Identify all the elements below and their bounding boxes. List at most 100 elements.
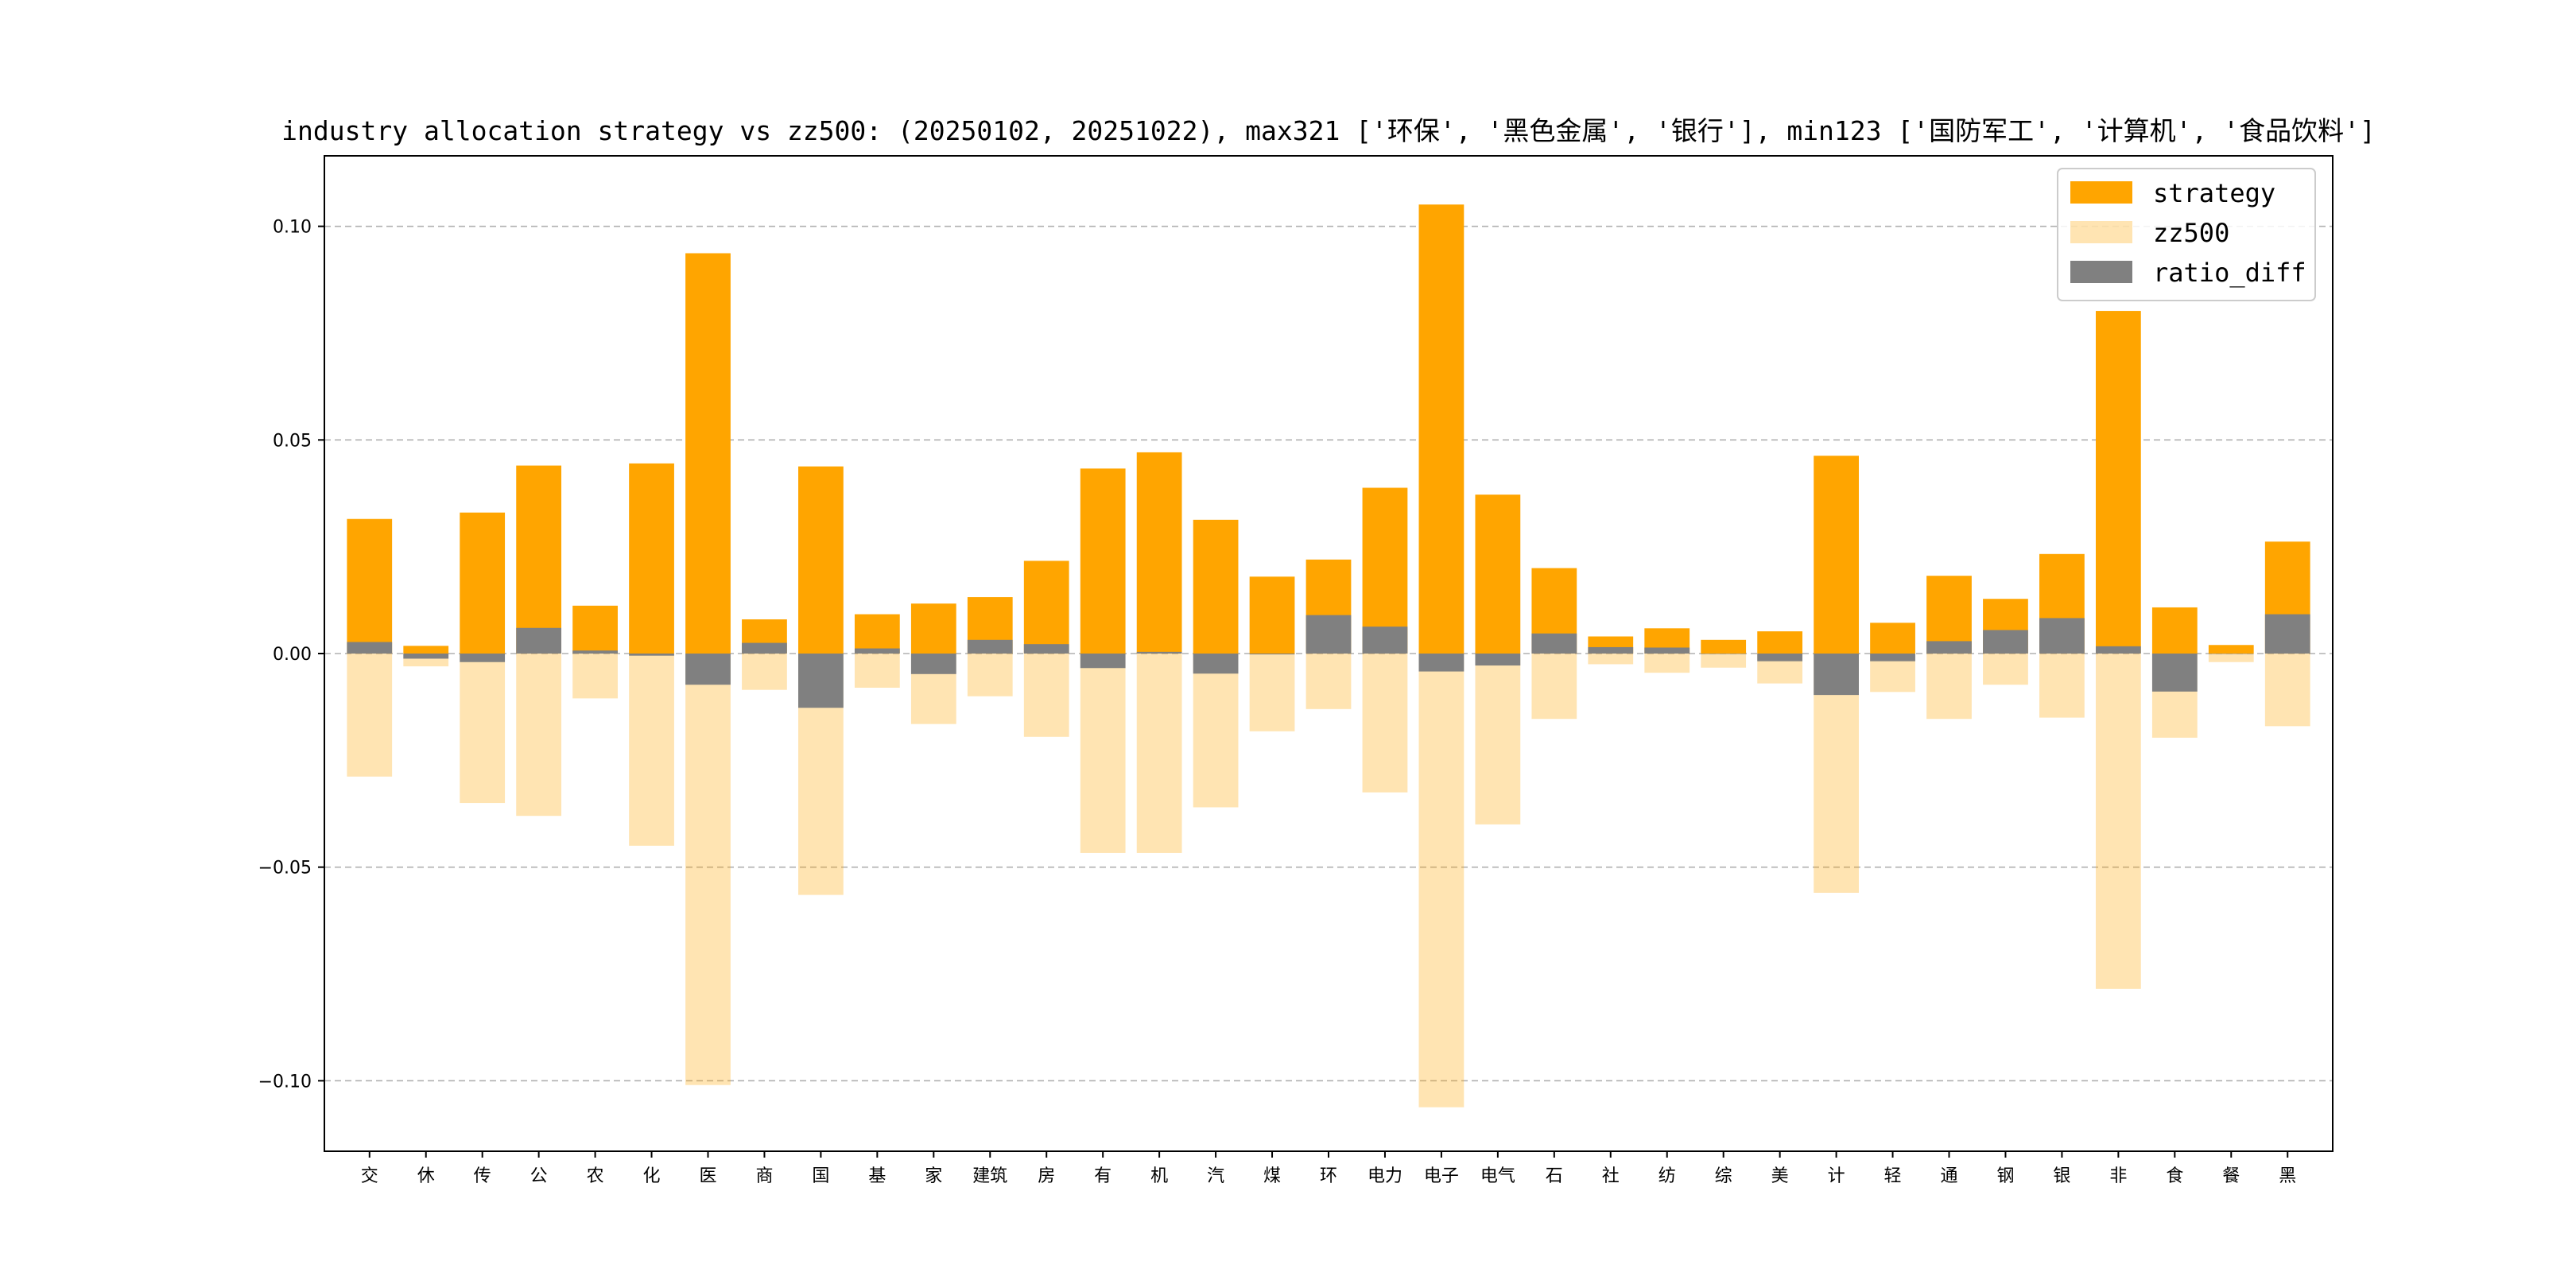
legend-label: strategy [2153, 178, 2275, 208]
x-tick-label: 社 [1602, 1166, 1620, 1186]
x-tick-label: 农 [587, 1166, 604, 1186]
bar-strategy [1475, 495, 1521, 654]
x-tick-label: 房 [1038, 1166, 1055, 1186]
x-tick-label: 通 [1940, 1166, 1957, 1186]
bar-ratio_diff [516, 627, 562, 654]
bar-strategy [1814, 456, 1859, 654]
bar-ratio_diff [1814, 654, 1859, 696]
bar-zz500 [460, 654, 506, 804]
bar-strategy [2208, 645, 2254, 654]
bar-strategy [1193, 519, 1239, 654]
x-tick-label: 煤 [1263, 1166, 1281, 1186]
bar-zz500 [1418, 654, 1465, 1108]
bar-ratio_diff [1023, 644, 1069, 654]
bar-zz500 [347, 654, 393, 777]
bar-zz500 [2264, 654, 2310, 727]
bar-zz500 [629, 654, 674, 846]
x-tick-label: 基 [868, 1166, 886, 1186]
bar-ratio_diff [403, 654, 449, 659]
bar-ratio_diff [460, 654, 506, 662]
bar-ratio_diff [854, 648, 900, 654]
legend-swatch [2070, 261, 2132, 283]
x-tick-label: 美 [1771, 1166, 1789, 1186]
x-tick-label: 环 [1320, 1166, 1337, 1186]
legend-label: zz500 [2153, 218, 2229, 248]
bar-ratio_diff [1136, 651, 1182, 654]
bar-zz500 [1136, 654, 1182, 853]
bar-ratio_diff [967, 639, 1013, 654]
bar-ratio_diff [1418, 654, 1465, 672]
bar-ratio_diff [1926, 641, 1972, 654]
x-tick-label: 化 [643, 1166, 661, 1186]
bar-zz500 [1701, 654, 1747, 668]
x-tick-label: 综 [1715, 1166, 1732, 1186]
bar-strategy [1249, 576, 1295, 654]
bar-ratio_diff [2095, 646, 2141, 654]
x-tick-label: 银 [2053, 1166, 2070, 1186]
x-tick-label: 休 [417, 1166, 435, 1186]
bar-zz500 [1305, 654, 1352, 709]
x-tick-label: 公 [530, 1166, 548, 1186]
bar-strategy [403, 646, 449, 654]
bar-ratio_diff [1757, 654, 1803, 661]
bar-zz500 [1249, 654, 1295, 731]
x-tick-label: 轻 [1884, 1166, 1902, 1186]
x-tick-label: 食 [2166, 1166, 2183, 1186]
legend-label: ratio_diff [2153, 258, 2306, 288]
bar-ratio_diff [572, 650, 618, 654]
bar-ratio_diff [347, 642, 393, 654]
y-axis: 0.10 0.05 0.00 −0.05 −0.10 [258, 218, 324, 1092]
x-tick-label: 医 [699, 1166, 716, 1186]
bar-strategy [1926, 576, 1972, 654]
bar-strategy [572, 605, 618, 654]
y-tick-label: 0.00 [273, 645, 312, 665]
bar-ratio_diff [629, 654, 674, 656]
legend: strategy zz500 ratio_diff [2057, 168, 2316, 301]
bar-zz500 [1644, 654, 1690, 673]
x-tick-label: 电力 [1368, 1166, 1402, 1186]
bar-zz500 [516, 654, 562, 817]
bar-zz500 [967, 654, 1013, 696]
bar-strategy [2095, 311, 2141, 654]
bar-strategy [910, 603, 956, 654]
bar-zz500 [1362, 654, 1408, 793]
bar-ratio_diff [1588, 646, 1634, 654]
bar-ratio_diff [1475, 654, 1521, 666]
bar-strategy [1757, 631, 1803, 654]
x-tick-label: 汽 [1207, 1166, 1224, 1186]
bar-zz500 [1531, 654, 1577, 720]
x-tick-label: 建筑 [972, 1166, 1007, 1186]
bar-strategy [1080, 468, 1126, 654]
bar-zz500 [572, 654, 618, 699]
bar-strategy [854, 614, 900, 654]
x-tick-label: 家 [925, 1166, 942, 1186]
x-tick-label: 钢 [1996, 1166, 2014, 1186]
bar-strategy [1418, 204, 1465, 654]
bar-zz500 [1080, 654, 1126, 853]
x-tick-label: 石 [1546, 1166, 1563, 1186]
x-tick-label: 交 [361, 1166, 378, 1186]
bar-ratio_diff [2264, 614, 2310, 654]
x-tick-label: 商 [755, 1166, 773, 1186]
bar-zz500 [1193, 654, 1239, 808]
y-tick-label: −0.10 [258, 1072, 312, 1092]
bar-strategy [2151, 607, 2198, 654]
bar-ratio_diff [742, 642, 787, 654]
x-axis: 交 休 传 公 农 化 医 商 国 基 家 建筑 房 有 机 汽 煤 环 电力 电子 电气 石 社 纺 综 美 计 轻 通 钢 银 非 食 餐 黑 [361, 1151, 2296, 1186]
legend-swatch [2070, 181, 2132, 204]
x-tick-label: 有 [1094, 1166, 1111, 1186]
bar-zz500 [1926, 654, 1972, 720]
bar-ratio_diff [2039, 618, 2085, 654]
bar-zz500 [1983, 654, 2028, 685]
bar-strategy [1701, 639, 1747, 654]
bar-zz500 [2095, 654, 2141, 989]
chart-title: industry allocation strategy vs zz500: (… [281, 115, 2376, 146]
bar-zz500 [685, 654, 731, 1085]
bar-strategy [516, 465, 562, 654]
bar-zz500 [742, 654, 787, 690]
bar-strategy [1362, 487, 1408, 654]
bar-ratio_diff [798, 654, 844, 708]
bar-ratio_diff [1362, 627, 1408, 654]
x-tick-label: 机 [1150, 1166, 1168, 1186]
